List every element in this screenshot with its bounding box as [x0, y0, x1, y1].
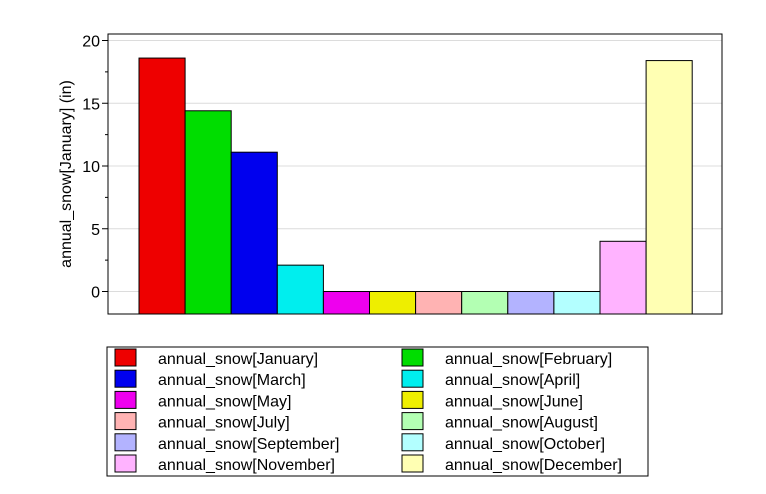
bar: [276, 264, 324, 315]
bar: [184, 110, 232, 315]
plot-area-frame: [107, 33, 723, 315]
y-tick-label: 0: [91, 285, 100, 302]
legend-label: annual_snow[December]: [445, 457, 622, 474]
legend-swatch: [114, 390, 137, 409]
bar: [230, 151, 278, 315]
legend-label: annual_snow[August]: [445, 415, 598, 432]
bars: [138, 57, 693, 315]
y-tick-label: 15: [82, 96, 100, 113]
legend-swatch: [401, 369, 424, 388]
bar: [599, 240, 647, 315]
bar: [553, 291, 601, 315]
legend-swatch: [114, 369, 137, 388]
bar: [507, 291, 555, 315]
y-axis: 0 5 10 15 20: [82, 34, 108, 302]
legend-swatch: [114, 454, 137, 473]
legend: annual_snow[January] annual_snow[February…: [106, 346, 649, 477]
legend-label: annual_snow[April]: [445, 372, 580, 389]
bar: [461, 291, 509, 315]
legend-label: annual_snow[January]: [158, 351, 318, 368]
legend-swatch: [401, 390, 424, 409]
y-axis-title: annual_snow[January] (in): [58, 80, 75, 268]
bar: [645, 60, 693, 315]
bar: [322, 291, 370, 315]
y-tick-label: 5: [91, 222, 100, 239]
legend-swatch: [401, 433, 424, 452]
legend-label: annual_snow[May]: [158, 393, 291, 410]
legend-swatch: [114, 412, 137, 431]
legend-swatch: [401, 454, 424, 473]
legend-swatch: [114, 348, 137, 367]
y-tick-label: 20: [82, 34, 100, 51]
legend-label: annual_snow[June]: [445, 393, 583, 410]
legend-swatch: [401, 412, 424, 431]
legend-label: annual_snow[September]: [158, 436, 339, 453]
bar: [415, 291, 463, 315]
legend-swatch: [114, 433, 137, 452]
legend-label: annual_snow[October]: [445, 436, 605, 453]
legend-label: annual_snow[March]: [158, 372, 306, 389]
legend-label: annual_snow[February]: [445, 351, 612, 368]
y-tick-label: 10: [82, 159, 100, 176]
legend-label: annual_snow[November]: [158, 457, 335, 474]
bar: [138, 57, 186, 315]
legend-label: annual_snow[July]: [158, 415, 290, 432]
legend-frame: [106, 346, 649, 477]
bar: [369, 291, 417, 315]
legend-swatch: [401, 348, 424, 367]
